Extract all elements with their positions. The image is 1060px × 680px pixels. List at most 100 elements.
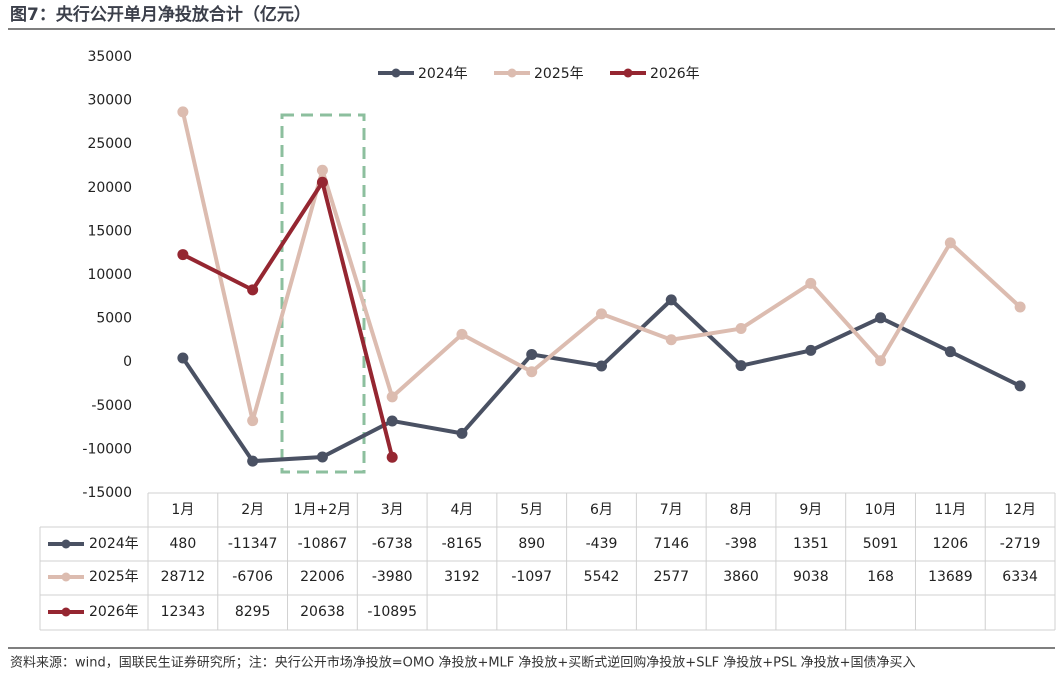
data-point <box>177 106 189 118</box>
table-cell: -439 <box>586 536 618 552</box>
data-point <box>1014 380 1026 392</box>
legend-marker <box>507 68 517 78</box>
x-tick-label: 1月+2月 <box>294 502 352 518</box>
x-tick-label: 8月 <box>730 502 753 518</box>
x-tick-label: 7月 <box>660 502 683 518</box>
data-point <box>316 176 328 188</box>
table-cell: 20638 <box>300 604 345 620</box>
table-cell: -10867 <box>298 536 348 552</box>
table-cell: 7146 <box>653 536 689 552</box>
series-line <box>181 180 395 458</box>
data-point <box>177 352 189 364</box>
series-line <box>181 297 1022 464</box>
table-cell: -2719 <box>1000 536 1041 552</box>
legend-label: 2025年 <box>534 66 584 82</box>
data-point <box>456 427 468 439</box>
legend-label: 2024年 <box>418 66 468 82</box>
table-cell: 3192 <box>444 569 480 585</box>
y-tick-label: 15000 <box>87 223 132 239</box>
table-cell: -398 <box>725 536 757 552</box>
y-tick-label: 5000 <box>96 311 132 327</box>
data-point <box>247 415 259 427</box>
table-cell: 6334 <box>1002 569 1038 585</box>
x-tick-label: 4月 <box>451 502 474 518</box>
x-tick-label: 5月 <box>520 502 543 518</box>
x-tick-label: 11月 <box>934 502 966 518</box>
table-row-label: 2025年 <box>89 569 139 585</box>
table-cell: 1351 <box>793 536 829 552</box>
data-point <box>177 249 189 261</box>
data-point <box>596 308 607 320</box>
data-point <box>1014 301 1026 313</box>
table-cell: -3980 <box>372 569 413 585</box>
legend-marker <box>623 68 633 78</box>
data-point <box>316 164 328 176</box>
y-tick-label: 10000 <box>87 267 132 283</box>
data-point <box>386 451 398 463</box>
table-cell: -8165 <box>442 536 483 552</box>
data-point <box>944 346 956 358</box>
data-point <box>456 328 468 340</box>
data-point <box>386 415 398 427</box>
y-tick-label: -10000 <box>82 441 132 457</box>
y-tick-label: -5000 <box>91 398 132 414</box>
data-point <box>247 284 259 296</box>
y-tick-label: 25000 <box>87 136 132 152</box>
table-cell: 168 <box>867 569 894 585</box>
data-point <box>735 323 747 335</box>
table-cell: 28712 <box>161 569 206 585</box>
x-tick-label: 6月 <box>590 502 613 518</box>
x-tick-label: 2月 <box>241 502 264 518</box>
y-tick-label: 30000 <box>87 93 132 109</box>
table-cell: 1206 <box>933 536 969 552</box>
data-point <box>665 334 677 346</box>
table-legend-marker <box>61 572 71 582</box>
data-point <box>526 366 538 378</box>
data-point <box>805 344 817 356</box>
table-cell: 480 <box>170 536 197 552</box>
y-tick-label: 35000 <box>87 49 132 65</box>
table-cell: 13689 <box>928 569 973 585</box>
y-tick-label: -15000 <box>82 485 132 501</box>
legend-marker <box>391 68 401 78</box>
table-cell: -10895 <box>367 604 417 620</box>
highlight-box <box>280 113 366 474</box>
x-tick-label: 3月 <box>381 502 404 518</box>
table-legend-marker <box>61 607 71 617</box>
table-row-label: 2026年 <box>89 604 139 620</box>
data-point <box>665 294 677 306</box>
table-row-label: 2024年 <box>89 536 139 552</box>
data-point <box>875 355 887 367</box>
x-tick-label: 9月 <box>799 502 822 518</box>
data-point <box>875 312 887 324</box>
table-legend-marker <box>61 539 71 549</box>
source-note: 资料来源：wind，国联民生证券研究所；注：央行公开市场净投放=OMO 净投放+… <box>10 655 916 671</box>
table-cell: 5091 <box>863 536 899 552</box>
table-cell: 22006 <box>300 569 345 585</box>
data-point <box>316 451 328 463</box>
x-tick-label: 1月 <box>171 502 194 518</box>
table-cell: -1097 <box>511 569 552 585</box>
series-line <box>180 111 1022 423</box>
table-cell: 8295 <box>235 604 271 620</box>
x-tick-label: 12月 <box>1004 502 1036 518</box>
y-tick-label: 20000 <box>87 180 132 196</box>
data-point <box>386 391 398 403</box>
x-tick-label: 10月 <box>865 502 897 518</box>
data-point <box>596 360 607 372</box>
table-cell: -6738 <box>372 536 413 552</box>
table-cell: -11347 <box>228 536 278 552</box>
data-point <box>735 360 747 372</box>
chart-title: 图7：央行公开单月净投放合计（亿元） <box>10 4 311 25</box>
data-point <box>247 455 259 467</box>
table-cell: 2577 <box>653 569 689 585</box>
table-cell: -6706 <box>232 569 273 585</box>
table-cell: 890 <box>518 536 545 552</box>
data-point <box>944 237 956 249</box>
legend-label: 2026年 <box>650 66 700 82</box>
table-cell: 3860 <box>723 569 759 585</box>
data-point <box>805 277 817 289</box>
y-tick-label: 0 <box>123 354 132 370</box>
table-cell: 9038 <box>793 569 829 585</box>
